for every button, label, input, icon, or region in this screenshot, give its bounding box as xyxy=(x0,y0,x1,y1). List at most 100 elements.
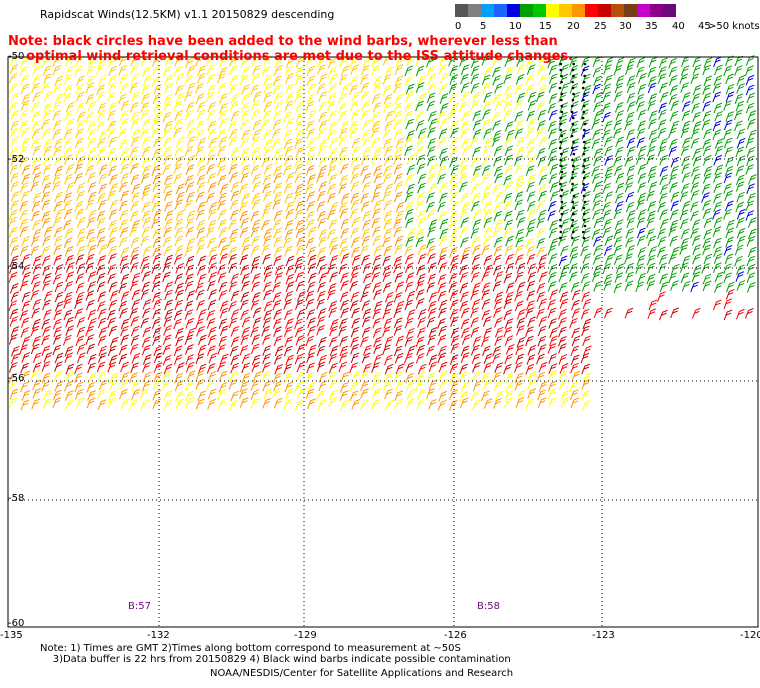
wind-barb xyxy=(503,309,513,321)
wind-barb xyxy=(459,391,469,402)
wind-barb xyxy=(747,118,756,130)
wind-barb xyxy=(393,102,402,114)
wind-barb xyxy=(240,119,249,131)
wind-barb xyxy=(283,111,293,123)
wind-barb xyxy=(85,290,95,301)
wind-barb xyxy=(604,307,613,319)
wind-barb xyxy=(10,154,20,166)
wind-barb xyxy=(560,263,570,275)
wind-barb xyxy=(405,217,414,229)
wind-barb xyxy=(340,84,350,95)
wind-barb xyxy=(152,147,162,159)
wind-barb xyxy=(85,253,95,265)
wind-barb xyxy=(283,363,293,375)
wind-barb xyxy=(713,102,723,114)
wind-barb xyxy=(470,82,480,94)
wind-barb xyxy=(635,281,644,293)
wind-barb xyxy=(714,110,723,122)
wind-barb xyxy=(251,235,260,247)
wind-barb xyxy=(351,164,361,175)
wind-barb xyxy=(713,154,723,166)
wind-barb xyxy=(670,120,680,132)
wind-barb xyxy=(64,227,74,239)
wind-barb xyxy=(207,145,217,157)
wind-barb xyxy=(175,209,185,221)
wind-barb xyxy=(406,130,415,141)
wind-barb xyxy=(472,336,482,347)
wind-barb xyxy=(725,236,734,248)
wind-barb xyxy=(65,163,75,175)
wind-barb xyxy=(218,219,227,230)
wind-barb xyxy=(349,127,358,139)
wind-barb xyxy=(140,255,150,267)
wind-barb xyxy=(746,263,756,275)
wind-barb xyxy=(76,397,85,408)
wind-barb xyxy=(626,92,636,104)
wind-barb xyxy=(295,56,305,68)
wind-barb xyxy=(20,127,30,139)
wind-barb xyxy=(153,345,163,357)
wind-barb xyxy=(560,245,569,257)
wind-barb xyxy=(130,236,140,248)
wind-barb xyxy=(636,57,646,68)
wind-barb xyxy=(263,75,272,86)
wind-barb xyxy=(96,300,106,312)
wind-barb xyxy=(77,228,86,239)
wind-barb xyxy=(65,118,75,130)
wind-barb xyxy=(427,82,437,94)
wind-barb xyxy=(240,147,250,159)
wind-barb xyxy=(604,74,613,86)
wind-barb xyxy=(294,156,303,168)
wind-barb xyxy=(372,281,382,293)
wind-barb xyxy=(670,263,680,275)
wind-barb xyxy=(384,336,394,347)
wind-barb xyxy=(219,307,229,319)
wind-barb xyxy=(131,183,141,195)
wind-barb xyxy=(713,56,722,68)
wind-barb xyxy=(30,325,40,337)
wind-barb xyxy=(395,57,404,68)
wind-barb xyxy=(713,182,722,194)
wind-barb xyxy=(54,155,63,167)
wind-barb xyxy=(239,345,249,356)
wind-barb xyxy=(384,300,394,312)
wind-barb xyxy=(514,128,524,139)
wind-barb xyxy=(604,155,613,166)
wind-barb xyxy=(20,399,30,411)
wind-barb xyxy=(252,307,262,318)
wind-barb xyxy=(371,137,381,149)
wind-barb xyxy=(162,66,172,77)
wind-barb xyxy=(108,299,118,311)
wind-barb xyxy=(592,66,602,78)
wind-barb xyxy=(218,118,228,129)
wind-barb xyxy=(85,299,95,311)
wind-barb xyxy=(42,182,52,194)
wind-barb xyxy=(426,56,435,68)
wind-barb xyxy=(174,372,183,384)
wind-barb xyxy=(603,136,613,147)
wind-barb xyxy=(219,300,229,312)
wind-barb xyxy=(64,280,74,292)
wind-barb xyxy=(361,228,371,240)
wind-barb xyxy=(384,354,393,366)
wind-barb xyxy=(31,210,40,222)
wind-barb xyxy=(680,127,690,139)
wind-barb xyxy=(351,399,361,410)
wind-barb xyxy=(472,129,482,140)
wind-barb xyxy=(42,109,52,121)
wind-barb xyxy=(580,183,590,194)
wind-barb xyxy=(87,129,97,140)
wind-barb xyxy=(307,325,316,337)
wind-barb xyxy=(75,335,85,347)
wind-barb xyxy=(142,326,152,338)
wind-barb xyxy=(438,307,447,319)
wind-barb xyxy=(141,281,151,293)
wind-barb xyxy=(41,57,51,69)
contamination-marker xyxy=(582,236,586,240)
wind-barb xyxy=(327,289,336,301)
wind-barb xyxy=(65,262,75,273)
wind-barb xyxy=(327,165,337,176)
wind-barb xyxy=(131,299,141,310)
wind-barb xyxy=(251,219,261,231)
wind-barb xyxy=(637,247,647,258)
